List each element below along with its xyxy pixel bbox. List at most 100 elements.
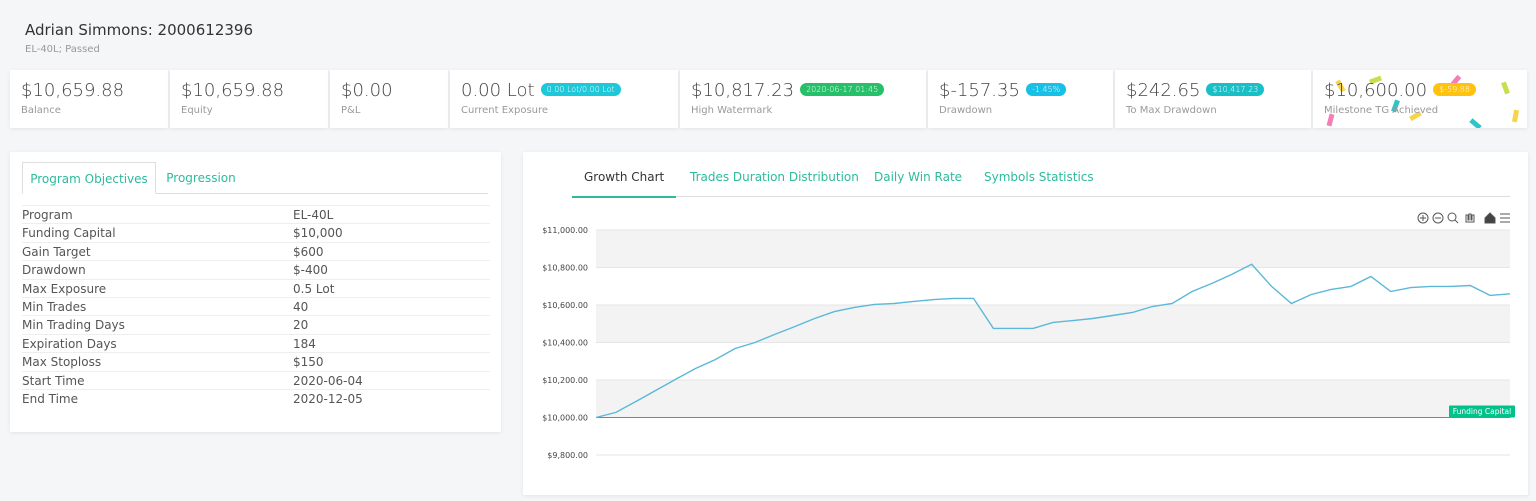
objective-row: Min Trading Days 20: [22, 315, 490, 334]
tab-rule: [572, 196, 1510, 197]
objective-row: Drawdown $-400: [22, 260, 490, 279]
stat-value: $10,659.88: [181, 80, 285, 101]
stat-badge: -1.45%: [1025, 83, 1067, 96]
objective-label: Expiration Days: [22, 336, 117, 351]
stat-value: $10,659.88: [21, 80, 125, 101]
y-tick-label: $10,600.00: [542, 301, 588, 310]
growth-chart: $9,800.00 $10,000.00 $10,200.00 $10,400.00 $…: [542, 212, 1515, 460]
objective-label: Gain Target: [22, 244, 91, 259]
stat-value-row: $10,659.88: [21, 80, 124, 101]
objective-value: 40: [293, 300, 309, 314]
stat-value-row: $10,600.00 $-59.88: [1324, 80, 1476, 101]
y-tick-label: $10,000.00: [542, 414, 588, 423]
objective-row: Max Exposure 0.5 Lot: [22, 278, 490, 298]
objective-value: EL-40L: [293, 208, 334, 222]
stat-value-row: $0.00: [341, 80, 393, 101]
zoom-in[interactable]: [1417, 212, 1429, 224]
stat-value: $-157.35: [939, 80, 1020, 101]
confetti: [1511, 109, 1520, 123]
stat-card: $242.65 $10,417.23 To Max Drawdown: [1115, 70, 1311, 128]
stat-value-row: $10,659.88: [181, 80, 284, 101]
objective-value: $10,000: [293, 226, 343, 241]
stat-card: $10,600.00 $-59.88 Milestone TG Achieved: [1313, 70, 1527, 128]
stat-value-row: $242.65 $10,417.23: [1126, 80, 1265, 101]
objective-row: Max Stoploss $150: [22, 352, 490, 371]
confetti: [1501, 81, 1510, 95]
stat-card: $10,817.23 2020-06-17 01:45 High Watermark: [680, 70, 926, 128]
stat-label: Current Exposure: [461, 105, 549, 116]
stat-badge: 2020-06-17 01:45: [800, 83, 885, 96]
objective-value: 184: [293, 336, 316, 351]
y-tick-label: $10,400.00: [542, 339, 588, 348]
stat-label: Balance: [21, 105, 61, 116]
objective-label: Max Stoploss: [22, 355, 102, 370]
annotation-box: [1449, 405, 1515, 418]
tab[interactable]: Symbols Statistics: [984, 170, 1094, 184]
objective-value: $600: [293, 244, 324, 259]
tab-rule: [22, 193, 488, 194]
zoom[interactable]: [1447, 212, 1457, 222]
stat-value: $0.00: [341, 80, 393, 101]
objective-row: Gain Target $600: [22, 241, 490, 261]
objective-label: Drawdown: [22, 263, 86, 278]
stat-badge: $10,417.23: [1206, 83, 1265, 96]
stat-badge: 0.00 Lot/0.00 Lot: [540, 83, 621, 96]
objective-label: Min Trading Days: [22, 318, 125, 333]
stat-card: $10,659.88 Equity: [170, 70, 328, 128]
tab[interactable]: Trades Duration Distribution: [690, 170, 859, 184]
tab[interactable]: Program Objectives: [22, 162, 156, 194]
objective-row: Min Trades 40: [22, 297, 490, 316]
tab[interactable]: Growth Chart: [572, 170, 677, 198]
grid-band: [596, 380, 1510, 418]
stat-value: 0.00 Lot: [461, 80, 535, 101]
tab[interactable]: Daily Win Rate: [874, 170, 963, 184]
objective-value: 20: [293, 318, 309, 333]
objective-row: Start Time 2020-06-04: [22, 370, 490, 390]
account-title: Adrian Simmons: 2000612396: [25, 21, 253, 39]
stat-label: Milestone TG Achieved: [1324, 105, 1439, 116]
menu[interactable]: [1500, 213, 1510, 223]
y-tick-label: $10,800.00: [542, 264, 588, 273]
line-series: [595, 263, 1511, 419]
toolbar[interactable]: [1417, 212, 1510, 224]
reset[interactable]: [1484, 212, 1496, 224]
grid-band: [596, 230, 1510, 268]
objective-label: Start Time: [22, 373, 85, 388]
stat-label: P&L: [341, 105, 361, 116]
stat-value-row: 0.00 Lot 0.00 Lot/0.00 Lot: [461, 80, 621, 101]
grid-band: [596, 305, 1510, 343]
chart-panel: $9,800.00 $10,000.00 $10,200.00 $10,400.00 $…: [523, 152, 1528, 495]
zoom-out[interactable]: [1432, 212, 1444, 224]
stat-label: To Max Drawdown: [1126, 105, 1217, 116]
stat-card: $0.00 P&L: [330, 70, 448, 128]
objective-row: Program EL-40L: [22, 205, 490, 224]
objective-value: $150: [293, 355, 324, 370]
objective-label: Max Exposure: [22, 281, 107, 296]
objective-label: Min Trades: [22, 300, 87, 314]
pan[interactable]: [1465, 213, 1475, 223]
stat-label: Equity: [181, 105, 213, 116]
y-tick-label: $9,800.00: [547, 451, 588, 460]
stat-badge: $-59.88: [1433, 83, 1476, 96]
objective-value: 2020-06-04: [293, 373, 363, 388]
objective-row: Funding Capital $10,000: [22, 223, 490, 242]
objective-value: 2020-12-05: [293, 392, 363, 406]
objective-label: Program: [22, 208, 73, 222]
confetti: [1469, 118, 1482, 128]
account-subtitle: EL-40L; Passed: [25, 44, 100, 55]
stat-label: Drawdown: [939, 105, 993, 116]
tab[interactable]: Progression: [166, 171, 236, 185]
objective-value: $-400: [293, 263, 328, 278]
stat-value-row: $10,817.23 2020-06-17 01:45: [691, 80, 885, 101]
objective-value: 0.5 Lot: [293, 281, 335, 296]
objective-label: Funding Capital: [22, 226, 116, 241]
objective-row: Expiration Days 184: [22, 333, 490, 353]
stat-card: $10,659.88 Balance: [10, 70, 168, 128]
stat-value: $10,817.23: [691, 80, 795, 101]
objectives-panel: Program Objectives Progression Program EL-4…: [10, 152, 501, 432]
stat-value: $10,600.00: [1324, 80, 1428, 101]
stat-label: High Watermark: [691, 105, 773, 116]
stat-card: $-157.35 -1.45% Drawdown: [928, 70, 1113, 128]
y-tick-label: $11,000.00: [542, 226, 588, 235]
